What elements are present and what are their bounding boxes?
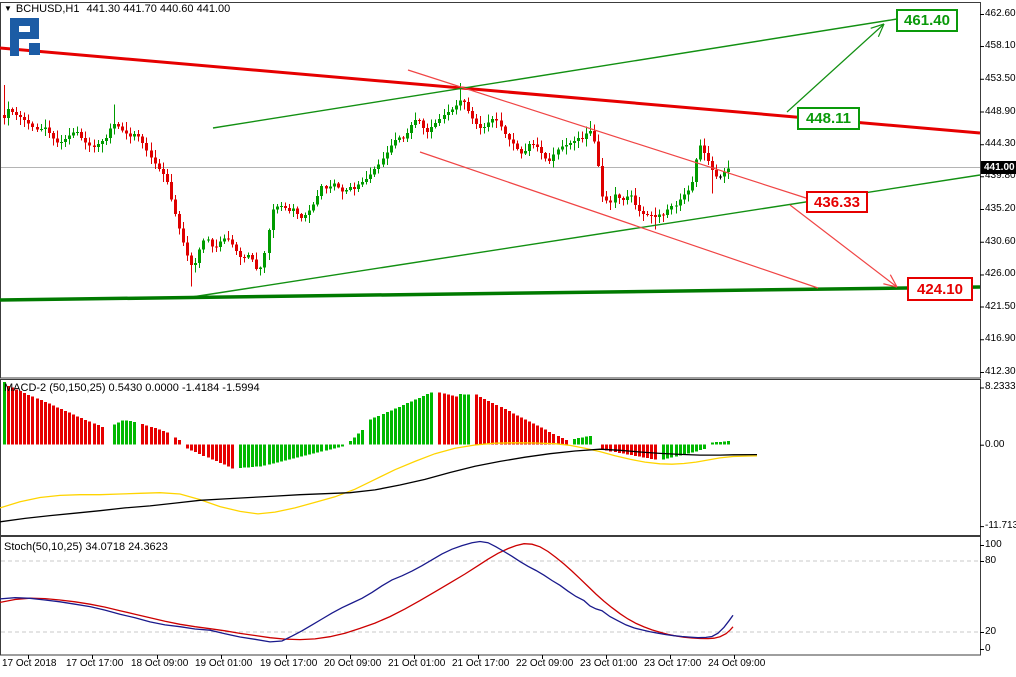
time-axis-label: 19 Oct 17:00	[260, 658, 318, 669]
time-axis-label: 21 Oct 17:00	[452, 658, 510, 669]
axis-label: 416.90	[985, 333, 1016, 345]
symbol-header: ▼ BCHUSD,H1 441.30 441.70 440.60 441.00	[4, 3, 230, 15]
time-axis-label: 18 Oct 09:00	[131, 658, 189, 669]
time-axis-label: 22 Oct 09:00	[516, 658, 574, 669]
axis-label: 439.80	[985, 170, 1016, 182]
roboforex-logo	[10, 18, 40, 56]
candles-group	[3, 83, 730, 287]
axis-label: 80	[985, 555, 997, 566]
axis-label: 435.20	[985, 203, 1016, 214]
time-axis-label: 20 Oct 09:00	[324, 658, 382, 669]
macd-histogram-group	[3, 382, 730, 469]
time-axis-label: 19 Oct 01:00	[195, 658, 253, 669]
axis-label: 100	[985, 539, 1002, 550]
axis-label: 448.90	[985, 105, 1016, 117]
axis-label: 453.50	[985, 72, 1016, 84]
axis-label: 430.60	[985, 235, 1016, 247]
axis-label: 444.30	[985, 138, 1016, 150]
time-axis-label: 23 Oct 01:00	[580, 658, 638, 669]
time-axis-label: 21 Oct 01:00	[388, 658, 446, 669]
ohlc-quote-label: 441.30 441.70 440.60 441.00	[86, 3, 231, 15]
axis-label: 0.00	[985, 438, 1005, 450]
axis-label: 20	[985, 625, 997, 637]
current-price-badge: 441.00	[981, 161, 1016, 174]
axis-label: 458.10	[985, 40, 1016, 52]
time-axis-label: 24 Oct 09:00	[708, 658, 766, 669]
axis-label: 8.2333	[985, 381, 1016, 393]
price-target-label-424[interactable]: 424.10	[907, 277, 973, 301]
axis-label: 426.00	[985, 268, 1016, 280]
axis-label: 462.60	[985, 8, 1016, 19]
chevron-down-icon[interactable]: ▼	[4, 4, 12, 13]
price-target-label-448[interactable]: 448.11	[797, 107, 860, 130]
axis-label: 412.30	[985, 365, 1016, 377]
axis-label: 421.50	[985, 300, 1016, 312]
axis-label: -11.713	[985, 520, 1016, 532]
time-axis-label: 17 Oct 17:00	[66, 658, 124, 669]
price-target-label-461[interactable]: 461.40	[896, 9, 958, 32]
symbol-period-label: BCHUSD,H1	[15, 3, 80, 15]
time-axis-label: 23 Oct 17:00	[644, 658, 702, 669]
axis-label: 0	[985, 643, 991, 654]
time-axis-label: 17 Oct 2018	[2, 658, 57, 669]
trendline-objects-group[interactable]	[0, 18, 981, 302]
macd-indicator-label: MACD-2 (50,150,25) 0.5430 0.0000 -1.4184…	[4, 382, 260, 394]
stoch-indicator-label: Stoch(50,10,25) 34.0718 24.3623	[4, 541, 168, 553]
price-target-label-436[interactable]: 436.33	[806, 191, 868, 213]
